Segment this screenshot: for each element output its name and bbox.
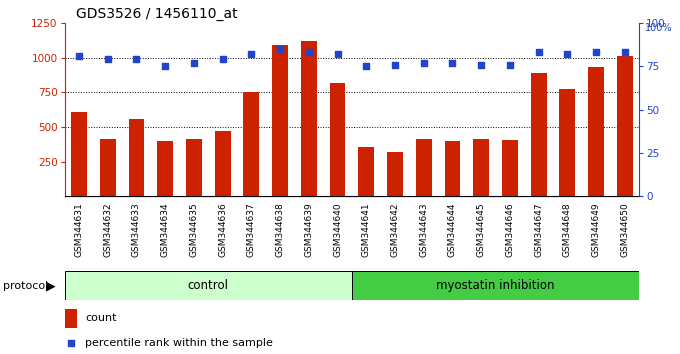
Point (418, 60, 429, 66)
Bar (560, 89, 575, 196)
Text: GDS3526 / 1456110_at: GDS3526 / 1456110_at (76, 7, 238, 21)
Bar (65, 271, 352, 300)
Text: GSM344644: GSM344644 (448, 202, 457, 257)
Point (390, 62, 401, 68)
Bar (330, 83, 345, 196)
Text: GSM344643: GSM344643 (420, 202, 428, 257)
Point (591, 50, 602, 55)
Bar (301, 41, 317, 196)
Point (533, 50, 544, 55)
Point (188, 60, 199, 66)
Point (275, 215, 286, 221)
Point (303, 50, 314, 55)
Text: GSM344639: GSM344639 (305, 202, 313, 257)
Bar (243, 92, 259, 196)
Bar (65, 309, 78, 328)
Text: GSM344633: GSM344633 (132, 202, 141, 257)
Point (619, 50, 630, 55)
Point (102, 57, 113, 62)
Text: ▶: ▶ (46, 279, 56, 292)
Text: control: control (188, 279, 228, 292)
Text: GSM344634: GSM344634 (160, 202, 169, 257)
Bar (473, 139, 489, 196)
Point (562, 51, 573, 57)
Text: GSM344649: GSM344649 (592, 202, 600, 257)
Bar (100, 139, 116, 196)
Point (476, 62, 487, 68)
Text: GSM344642: GSM344642 (390, 202, 399, 257)
Bar (416, 139, 432, 196)
Bar (129, 119, 144, 196)
Bar (215, 131, 231, 196)
Text: GSM344635: GSM344635 (190, 202, 199, 257)
Point (131, 57, 142, 62)
Bar (157, 141, 173, 196)
Point (73, 53, 84, 59)
Bar (387, 152, 403, 196)
Point (505, 62, 515, 68)
Text: GSM344650: GSM344650 (620, 202, 629, 257)
Bar (502, 140, 517, 196)
Text: 100%: 100% (645, 23, 673, 33)
Text: GSM344637: GSM344637 (247, 202, 256, 257)
Bar (617, 56, 632, 196)
Text: GSM344646: GSM344646 (505, 202, 514, 257)
Bar (588, 67, 604, 196)
Point (447, 60, 458, 66)
Bar (272, 45, 288, 196)
Text: GSM344648: GSM344648 (563, 202, 572, 257)
Bar (445, 141, 460, 196)
Text: count: count (85, 313, 117, 324)
Text: protocol: protocol (3, 281, 49, 291)
Text: GSM344640: GSM344640 (333, 202, 342, 257)
Text: percentile rank within the sample: percentile rank within the sample (85, 338, 273, 348)
Bar (71, 112, 87, 196)
Text: GSM344632: GSM344632 (103, 202, 112, 257)
Point (217, 57, 228, 62)
Text: GSM344641: GSM344641 (362, 202, 371, 257)
Text: GSM344645: GSM344645 (477, 202, 486, 257)
Point (275, 46, 286, 52)
Text: GSM344631: GSM344631 (75, 202, 84, 257)
Bar (358, 147, 374, 196)
Text: GSM344636: GSM344636 (218, 202, 227, 257)
Bar (352, 271, 639, 300)
Bar (186, 139, 202, 196)
Text: GSM344647: GSM344647 (534, 202, 543, 257)
Text: GSM344638: GSM344638 (275, 202, 284, 257)
Point (160, 64, 171, 69)
Text: myostatin inhibition: myostatin inhibition (437, 279, 555, 292)
Point (361, 64, 372, 69)
Point (332, 51, 343, 57)
Point (246, 51, 257, 57)
Bar (531, 73, 547, 196)
